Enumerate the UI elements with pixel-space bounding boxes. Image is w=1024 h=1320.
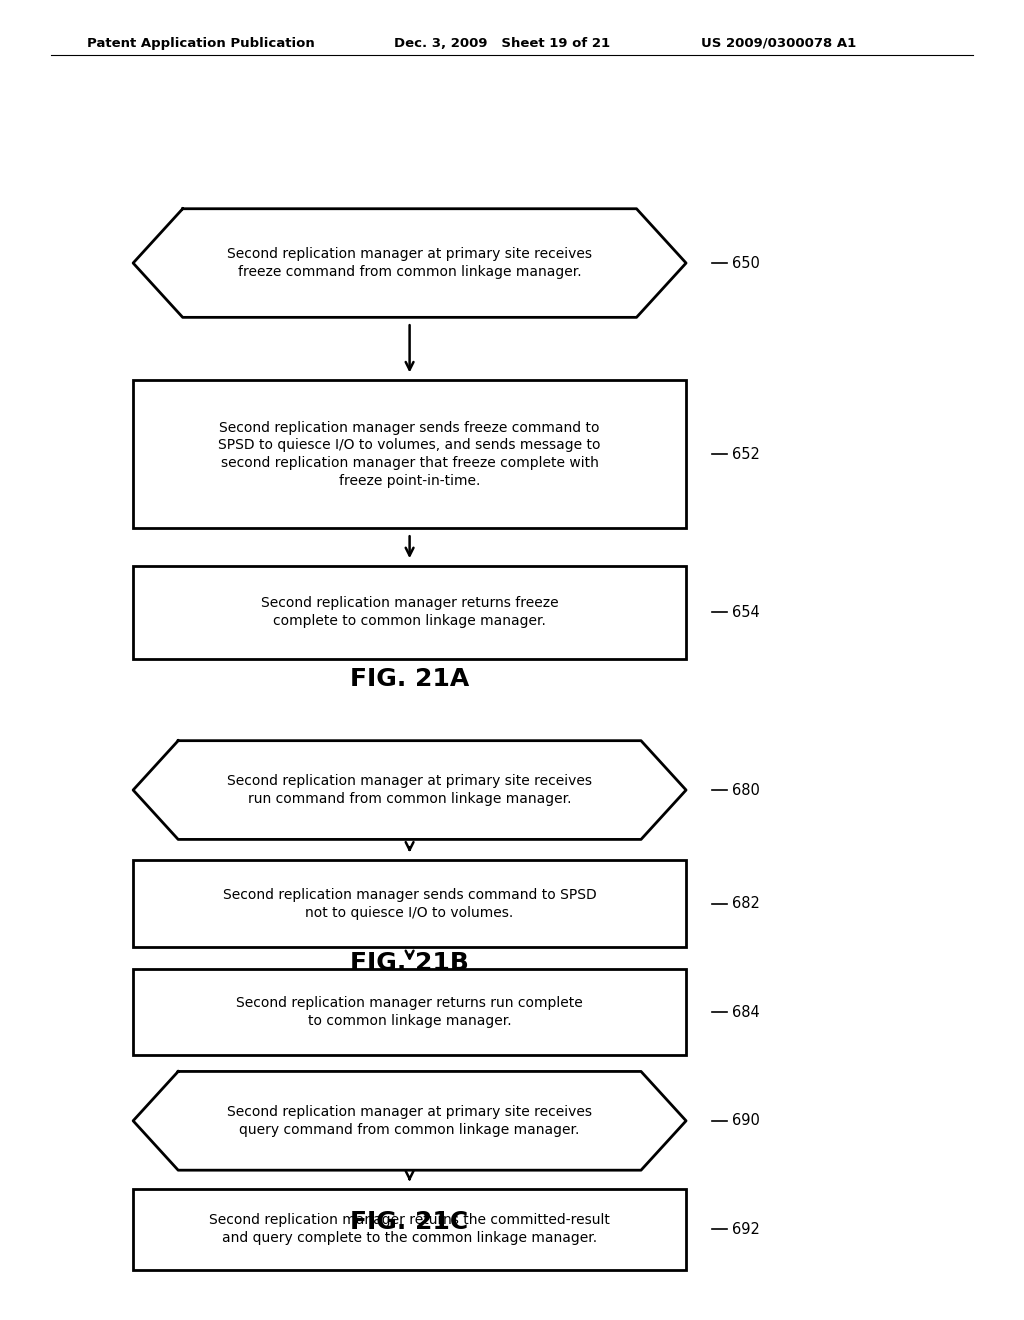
Text: 692: 692: [732, 1222, 760, 1237]
Text: 680: 680: [732, 783, 760, 797]
Bar: [133, 566, 686, 659]
Text: 650: 650: [732, 256, 760, 271]
Bar: [133, 380, 686, 528]
Text: Second replication manager returns the committed-result
and query complete to th: Second replication manager returns the c…: [209, 1213, 610, 1245]
Text: 690: 690: [732, 1113, 760, 1129]
Polygon shape: [133, 1072, 686, 1170]
Text: 654: 654: [732, 605, 760, 620]
Bar: [133, 969, 686, 1056]
Text: FIG. 21C: FIG. 21C: [350, 1210, 469, 1234]
Text: Dec. 3, 2009   Sheet 19 of 21: Dec. 3, 2009 Sheet 19 of 21: [394, 37, 610, 50]
Text: Patent Application Publication: Patent Application Publication: [87, 37, 314, 50]
Bar: [133, 1189, 686, 1270]
Bar: [133, 861, 686, 946]
Text: Second replication manager at primary site receives
freeze command from common l: Second replication manager at primary si…: [227, 247, 592, 279]
Text: 682: 682: [732, 896, 760, 911]
Text: Second replication manager sends freeze command to
SPSD to quiesce I/O to volume: Second replication manager sends freeze …: [218, 421, 601, 488]
Polygon shape: [133, 209, 686, 317]
Text: Second replication manager returns freeze
complete to common linkage manager.: Second replication manager returns freez…: [261, 597, 558, 628]
Text: Second replication manager sends command to SPSD
not to quiesce I/O to volumes.: Second replication manager sends command…: [223, 887, 596, 920]
Text: Second replication manager returns run complete
to common linkage manager.: Second replication manager returns run c…: [237, 997, 583, 1028]
Text: Second replication manager at primary site receives
query command from common li: Second replication manager at primary si…: [227, 1105, 592, 1137]
Text: FIG. 21A: FIG. 21A: [350, 667, 469, 690]
Polygon shape: [133, 741, 686, 840]
Text: FIG. 21B: FIG. 21B: [350, 950, 469, 975]
Text: US 2009/0300078 A1: US 2009/0300078 A1: [701, 37, 857, 50]
Text: Second replication manager at primary site receives
run command from common link: Second replication manager at primary si…: [227, 774, 592, 807]
Text: 652: 652: [732, 447, 760, 462]
Text: 684: 684: [732, 1005, 760, 1020]
